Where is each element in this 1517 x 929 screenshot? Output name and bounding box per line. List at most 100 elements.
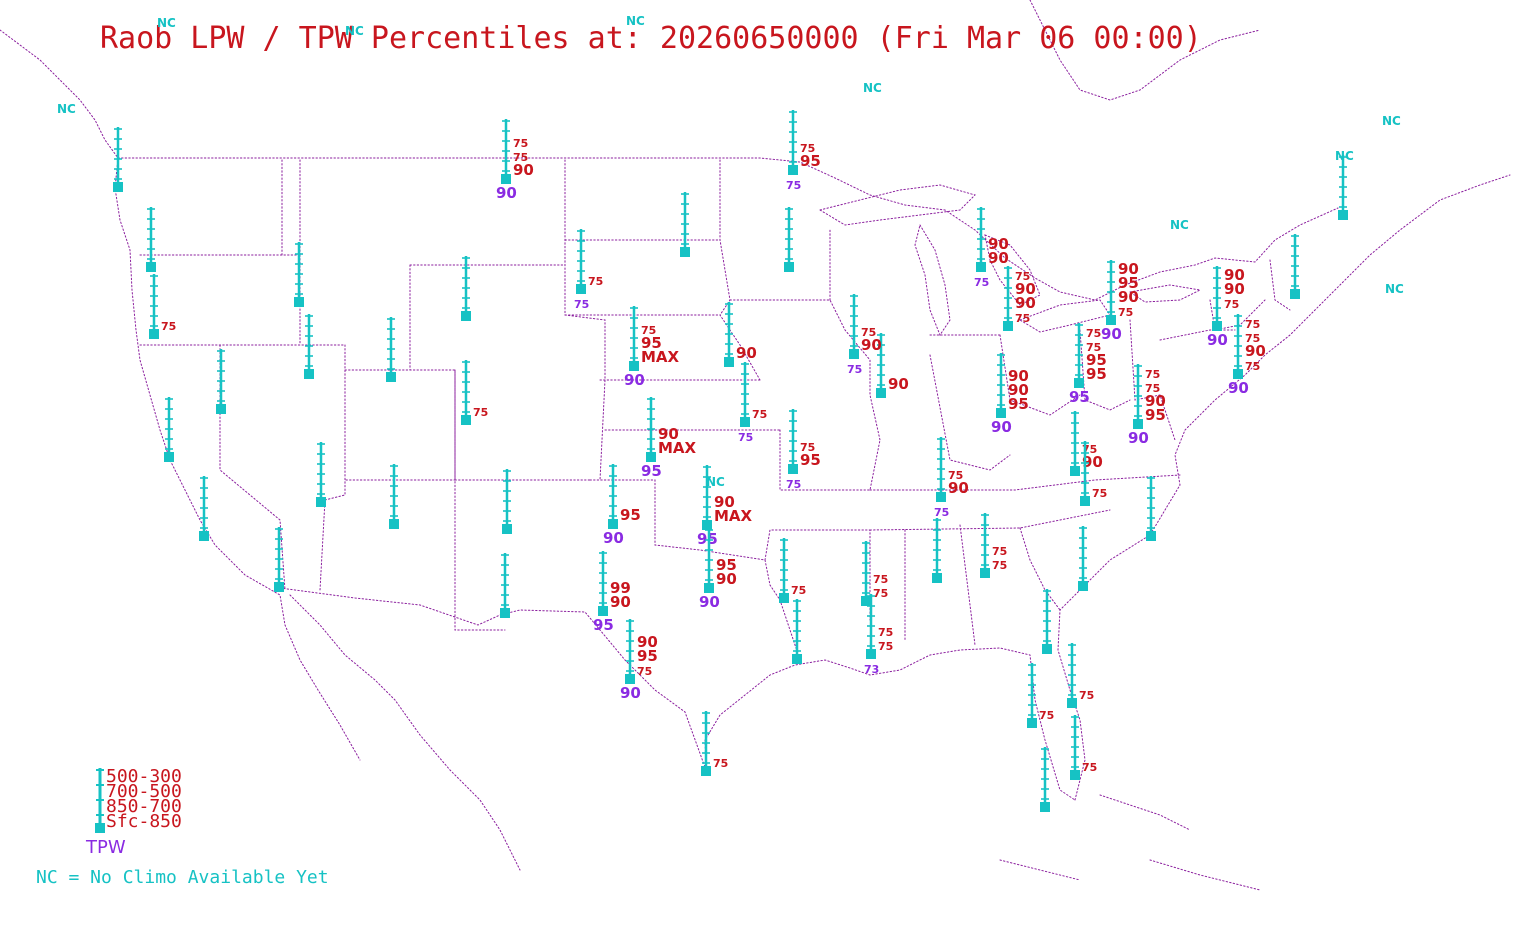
lpw-percentile-label: 75	[513, 137, 528, 150]
lpw-percentile-label: 90	[1008, 381, 1029, 399]
tpw-percentile-label: 75	[847, 363, 862, 376]
lpw-percentile-label: 95	[1086, 351, 1107, 369]
tpw-percentile-label: 90	[1228, 379, 1249, 397]
map-title: Raob LPW / TPW Percentiles at: 202606500…	[100, 21, 1202, 56]
mexico-coast	[289, 594, 521, 871]
station-marker-icon	[608, 519, 618, 529]
station-s35: 75	[779, 538, 806, 603]
station-s50	[1078, 526, 1088, 591]
lpw-percentile-label: 90	[658, 425, 679, 443]
lpw-percentile-label: 90	[1145, 392, 1166, 410]
lpw-percentile-label: 90	[1245, 342, 1266, 360]
nc-label: NC	[1335, 149, 1354, 163]
station-s43	[932, 518, 942, 583]
lpw-percentile-label: 75	[1092, 487, 1107, 500]
lake-ontario	[1128, 284, 1202, 303]
station-s49	[1146, 476, 1156, 541]
nc-label: NC	[863, 81, 882, 95]
station-s11	[274, 527, 284, 592]
station-marker-icon	[501, 174, 511, 184]
lpw-percentile-label: 75	[878, 640, 893, 653]
lpw-percentile-label: 75	[752, 408, 767, 421]
station-marker-icon	[1070, 466, 1080, 476]
lpw-percentile-label: 90	[1224, 280, 1245, 298]
lpw-percentile-label: 90	[1008, 367, 1029, 385]
lpw-percentile-label: 75	[1224, 298, 1239, 311]
station-marker-icon	[386, 372, 396, 382]
station-marker-icon	[1133, 419, 1143, 429]
station-marker-icon	[740, 417, 750, 427]
station-marker-icon	[861, 596, 871, 606]
station-marker-icon	[1212, 321, 1222, 331]
station-marker-icon	[1040, 802, 1050, 812]
tpw-percentile-label: 75	[974, 276, 989, 289]
station-marker-icon	[1080, 496, 1090, 506]
station-s14	[389, 464, 399, 529]
lpw-percentile-label: 75	[641, 324, 656, 337]
tpw-percentile-label: 75	[738, 431, 753, 444]
tpw-percentile-label: 95	[697, 530, 718, 548]
lpw-percentile-label: 90	[610, 593, 631, 611]
lpw-percentile-label: 95	[1086, 365, 1107, 383]
station-marker-icon	[1233, 369, 1243, 379]
station-marker-icon	[702, 520, 712, 530]
station-s09	[164, 397, 174, 462]
station-marker-icon	[274, 582, 284, 592]
lpw-percentile-label: 90	[637, 633, 658, 651]
lpw-percentile-label: 90	[988, 235, 1009, 253]
lpw-percentile-label: 95	[800, 451, 821, 469]
station-s20	[784, 207, 794, 272]
legend: 500-300 700-500 850-700 Sfc-850 TPW NC =…	[36, 766, 329, 888]
station-s19	[680, 192, 690, 257]
caribbean	[999, 794, 1261, 891]
lpw-percentile-label: 90	[736, 344, 757, 362]
legend-marker-icon	[95, 823, 105, 833]
lpw-percentile-label: 75	[1086, 341, 1101, 354]
lpw-percentile-label: 75	[1086, 327, 1101, 340]
lpw-percentile-label: 90	[988, 249, 1009, 267]
pacific-coast	[114, 157, 361, 761]
lpw-percentile-label: 90	[1118, 288, 1139, 306]
lpw-percentile-label: 75	[1079, 689, 1094, 702]
legend-layer-label: Sfc-850	[106, 811, 182, 832]
station-marker-icon	[788, 464, 798, 474]
mexico-border	[279, 587, 707, 771]
station-marker-icon	[1027, 718, 1037, 728]
tpw-percentile-label: 90	[1101, 325, 1122, 343]
station-s51: 75	[1027, 663, 1054, 728]
station-s23: 90	[724, 302, 757, 367]
lpw-percentile-label: 75	[1118, 306, 1133, 319]
station-marker-icon	[316, 497, 326, 507]
station-marker-icon	[113, 182, 123, 192]
station-s01	[113, 127, 123, 192]
lpw-percentile-label: 75	[1245, 360, 1260, 373]
nc-label: NC	[57, 102, 76, 116]
station-marker-icon	[1078, 581, 1088, 591]
station-s58	[1040, 747, 1050, 812]
legend-layer-label: 700-500	[106, 781, 182, 802]
tpw-percentile-label: 90	[620, 684, 641, 702]
lpw-percentile-label: 75	[1015, 312, 1030, 325]
nc-label: NC	[626, 14, 645, 28]
lpw-percentile-label: 95	[800, 152, 821, 170]
lpw-percentile-label: 95	[1118, 274, 1139, 292]
station-marker-icon	[980, 568, 990, 578]
state-borders	[139, 159, 1291, 661]
nc-markers: NC NC NC NC NC NC NC NC NC NC	[57, 14, 1404, 489]
lpw-percentile-label: 75	[992, 559, 1007, 572]
lpw-percentile-label: 75	[1039, 709, 1054, 722]
station-marker-icon	[1290, 289, 1300, 299]
lpw-percentile-label: 75	[878, 626, 893, 639]
tpw-percentile-label: 95	[641, 462, 662, 480]
station-marker-icon	[625, 674, 635, 684]
canada-coast	[1029, 0, 1261, 101]
tpw-percentile-label: 90	[991, 418, 1012, 436]
